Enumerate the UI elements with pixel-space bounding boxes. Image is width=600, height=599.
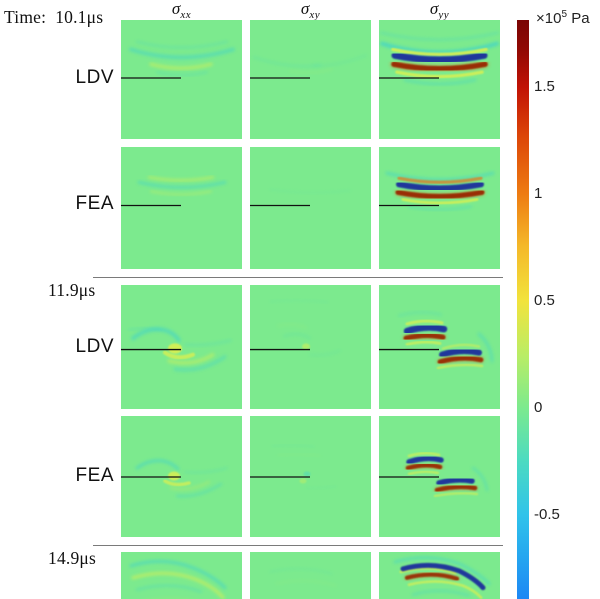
- wave-pattern: [393, 556, 491, 599]
- wave-pattern: [129, 559, 227, 599]
- time-value-1: 10.1μs: [55, 7, 104, 27]
- wave-pattern: [269, 299, 341, 357]
- colorbar-scale: ×10: [536, 10, 562, 27]
- time-label-2: 11.9μs: [48, 280, 95, 301]
- colorbar-tick-label: 1.5: [534, 78, 555, 95]
- stress-map-panel-10.1us-fea-syy: [379, 147, 500, 269]
- column-header-sigma-xy: σxy: [250, 0, 371, 21]
- sigma-symbol: σ: [429, 0, 439, 18]
- stress-map-panel-11.9us-ldv-syy: [379, 285, 500, 409]
- column-header-sigma-xx: σxx: [121, 0, 242, 21]
- wave-pattern: [252, 54, 368, 74]
- wave-pattern: [385, 171, 495, 211]
- time-label-3: 14.9μs: [48, 548, 96, 569]
- sigma-subscript: xx: [180, 9, 192, 21]
- stress-map-panel-10.1us-ldv-syy: [379, 20, 500, 139]
- row-label-fea: FEA: [75, 465, 114, 486]
- wave-pattern: [137, 175, 227, 196]
- sigma-subscript: xy: [309, 9, 321, 21]
- colorbar-tick-label: 0.5: [534, 292, 555, 309]
- stress-map-panel-11.9us-fea-sxx: [121, 416, 242, 537]
- colorbar-tick-label: -0.5: [534, 506, 560, 523]
- sigma-subscript: yy: [438, 9, 450, 21]
- sigma-symbol: σ: [300, 0, 310, 18]
- colorbar-tick-label: 1: [534, 185, 543, 202]
- time-value-2: 11.9μs: [48, 280, 96, 300]
- row-label-fea: FEA: [75, 193, 114, 214]
- column-header-sigma-yy: σyy: [379, 0, 500, 21]
- colorbar: [517, 20, 529, 599]
- stress-map-panel-11.9us-ldv-sxx: [121, 285, 242, 409]
- stress-map-panel-14.9us-ldv-sxy: [250, 552, 371, 599]
- stress-map-panel-10.1us-ldv-sxy: [250, 20, 371, 139]
- section-divider-2: [93, 545, 503, 546]
- colorbar-exponent: 5: [561, 9, 568, 20]
- stress-map-panel-11.9us-ldv-sxy: [250, 285, 371, 409]
- wave-pattern: [379, 31, 500, 86]
- row-label-ldv: LDV: [75, 336, 114, 357]
- sigma-symbol: σ: [171, 0, 181, 18]
- stress-map-panel-10.1us-fea-sxy: [250, 147, 371, 269]
- wave-pattern: [271, 444, 337, 490]
- stress-map-panel-10.1us-fea-sxx: [121, 147, 242, 269]
- colorbar-tick-label: 0: [534, 399, 543, 416]
- section-divider-1: [93, 277, 503, 278]
- colorbar-unit: Pa: [571, 10, 590, 27]
- wave-pattern: [269, 188, 351, 194]
- time-prefix: Time:: [4, 7, 47, 27]
- wave-pattern: [397, 311, 494, 370]
- stress-map-panel-14.9us-ldv-syy: [379, 552, 500, 599]
- row-label-ldv: LDV: [75, 67, 114, 88]
- wave-pattern: [269, 567, 337, 587]
- wave-pattern: [129, 40, 235, 77]
- stress-map-panel-10.1us-ldv-sxx: [121, 20, 242, 139]
- time-label-1: Time: 10.1μs: [4, 7, 103, 28]
- wave-pattern: [135, 459, 228, 498]
- wave-pattern: [128, 327, 232, 372]
- colorbar-unit-label: ×105 Pa: [536, 9, 590, 27]
- stress-map-panel-11.9us-fea-syy: [379, 416, 500, 537]
- stress-map-panel-11.9us-fea-sxy: [250, 416, 371, 537]
- wave-pattern: [405, 451, 489, 498]
- stress-map-panel-14.9us-ldv-sxx: [121, 552, 242, 599]
- time-value-3: 14.9μs: [48, 548, 97, 568]
